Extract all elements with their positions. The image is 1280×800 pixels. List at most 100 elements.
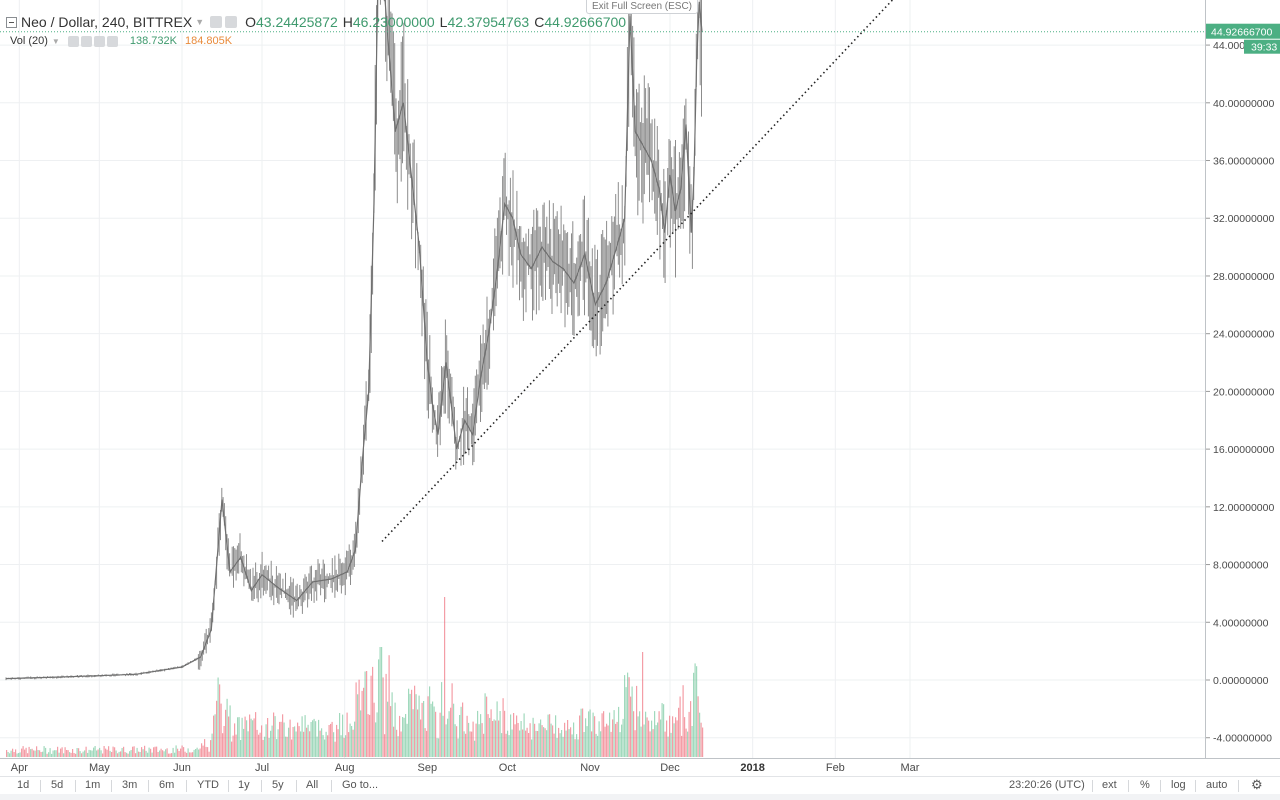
volume-bar <box>78 748 80 757</box>
volume-bar <box>547 714 549 757</box>
auto-scale-toggle[interactable]: auto <box>1206 779 1228 791</box>
volume-bar <box>42 751 44 757</box>
volume-bar <box>490 709 492 757</box>
goto-date-button[interactable]: Go to... <box>342 779 379 791</box>
volume-bar <box>477 710 479 757</box>
symbol-caret-icon[interactable]: ▼ <box>195 17 205 27</box>
volume-bar <box>630 696 632 757</box>
volume-visibility-icon[interactable] <box>67 35 79 47</box>
price-tick-label: 8.00000000 <box>1213 560 1269 572</box>
trendline[interactable] <box>381 0 921 543</box>
volume-remove-icon[interactable] <box>106 35 118 47</box>
volume-bar <box>610 731 612 757</box>
high-label: H <box>342 14 353 30</box>
volume-bar <box>486 696 488 757</box>
volume-bar <box>651 720 653 757</box>
volume-bar <box>681 735 683 757</box>
volume-bar <box>33 750 35 757</box>
timeframe-all-button[interactable]: All <box>306 779 319 791</box>
bar-countdown-label: 39:33 <box>1251 42 1277 54</box>
timeframe-5y-button[interactable]: 5y <box>272 779 284 791</box>
volume-bar <box>90 750 92 757</box>
volume-bar <box>339 713 341 757</box>
time-axis[interactable]: Apr May Jun Jul Aug Sep Oct Nov Dec 2018 Feb Mar <box>0 758 1280 776</box>
volume-bar <box>438 738 440 757</box>
chart-settings-gear-icon[interactable]: ⚙ <box>1251 777 1263 792</box>
volume-bar <box>22 746 24 757</box>
volume-bar <box>445 724 447 757</box>
volume-bar <box>670 732 672 757</box>
volume-bar <box>513 713 515 757</box>
timeframe-ytd-button[interactable]: YTD <box>197 779 219 791</box>
volume-bar <box>442 715 444 757</box>
volume-bar <box>255 712 257 757</box>
utc-clock[interactable]: 23:20:26 (UTC) <box>1009 779 1085 791</box>
volume-bar <box>171 753 173 757</box>
timeframe-3m-button[interactable]: 3m <box>122 779 138 791</box>
volume-bar <box>259 732 261 757</box>
close-value: 44.92666700 <box>544 14 627 30</box>
volume-bar <box>673 723 675 757</box>
volume-bar <box>459 715 461 757</box>
volume-bar <box>667 736 669 757</box>
volume-bar <box>655 725 657 757</box>
toolbar-divider <box>111 780 112 792</box>
volume-bar <box>157 752 159 757</box>
volume-bar <box>160 748 162 757</box>
timeframe-1d-button[interactable]: 1d <box>17 779 30 791</box>
volume-bar <box>58 752 60 757</box>
timeframe-1m-button[interactable]: 1m <box>85 779 101 791</box>
timeframe-1y-button[interactable]: 1y <box>238 779 250 791</box>
volume-bar <box>633 711 635 757</box>
exit-fullscreen-button[interactable]: Exit Full Screen (ESC) <box>586 0 698 14</box>
volume-bar <box>135 753 137 757</box>
volume-bar <box>130 750 132 757</box>
extended-hours-toggle[interactable]: ext <box>1102 779 1117 791</box>
volume-bar <box>39 750 41 757</box>
volume-bar <box>228 716 230 757</box>
volume-bar <box>189 752 191 757</box>
volume-bar <box>63 753 65 757</box>
volume-bar <box>66 750 68 757</box>
volume-bar <box>432 701 434 757</box>
volume-bar <box>700 722 702 757</box>
symbol-settings-icon[interactable] <box>210 16 223 28</box>
timeframe-5d-button[interactable]: 5d <box>51 779 64 791</box>
volume-bar <box>214 714 216 757</box>
volume-bar <box>336 724 338 757</box>
percent-scale-toggle[interactable]: % <box>1140 779 1150 791</box>
collapse-legend-icon[interactable] <box>6 16 17 28</box>
volume-value: 138.732K <box>129 35 177 47</box>
volume-caret-icon[interactable]: ▼ <box>51 36 60 46</box>
volume-bar <box>30 749 32 757</box>
price-chart[interactable] <box>0 0 1205 758</box>
volume-bar <box>511 729 513 757</box>
volume-add-icon[interactable] <box>93 35 105 47</box>
timeframe-6m-button[interactable]: 6m <box>159 779 175 791</box>
volume-bar <box>645 711 647 757</box>
volume-bar <box>447 718 449 757</box>
volume-bar <box>69 752 71 757</box>
volume-bar <box>501 733 503 757</box>
volume-title[interactable]: Vol (20) <box>10 35 48 47</box>
volume-legend: Vol (20) ▼ 138.732K 184.805K <box>10 33 232 49</box>
volume-bar <box>367 714 369 757</box>
volume-bar <box>112 746 114 757</box>
volume-bar <box>622 718 624 757</box>
volume-bar <box>264 736 266 757</box>
symbol-remove-icon[interactable] <box>225 16 238 28</box>
volume-bar <box>102 753 104 757</box>
volume-bar <box>400 731 402 757</box>
footer-strip <box>0 794 1280 800</box>
volume-bar <box>291 739 293 757</box>
volume-bar <box>526 727 528 757</box>
volume-bar <box>265 724 267 757</box>
volume-settings-icon[interactable] <box>80 35 92 47</box>
volume-bar <box>543 727 545 757</box>
symbol-title[interactable]: Neo / Dollar, 240, BITTREX <box>21 14 193 30</box>
log-scale-toggle[interactable]: log <box>1171 779 1186 791</box>
volume-bar <box>591 731 593 757</box>
price-scale[interactable]: 92.0000000088.0000000084.0000000080.0000… <box>1205 0 1280 800</box>
volume-bar <box>424 728 426 757</box>
chart-area[interactable] <box>0 0 1205 758</box>
